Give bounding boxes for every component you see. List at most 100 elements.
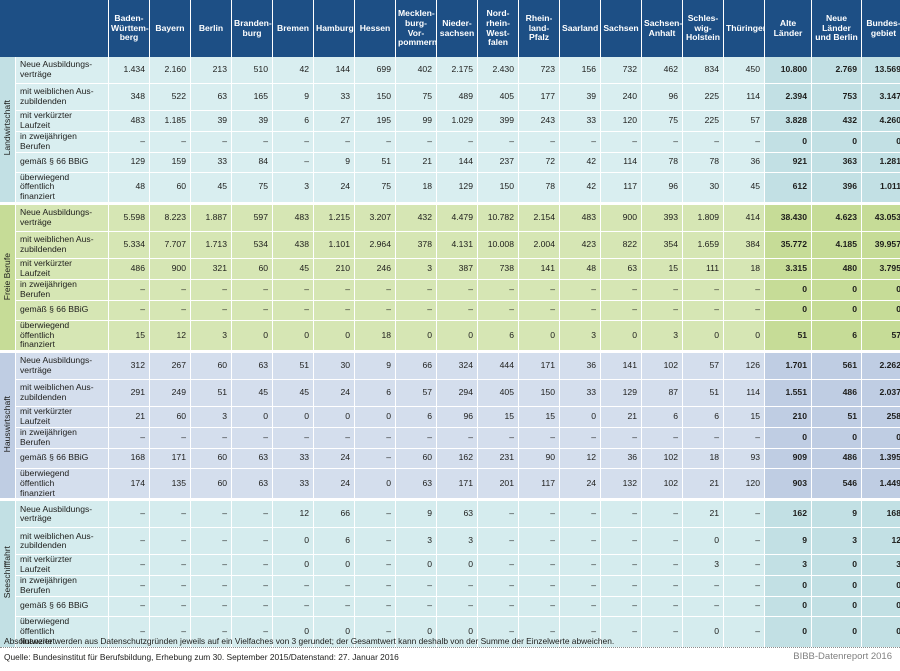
table-cell: 0: [812, 596, 862, 617]
table-cell: 1.185: [150, 111, 191, 132]
table-cell: 13.569: [862, 57, 900, 84]
table-cell: 33: [191, 152, 232, 173]
table-row: mit weiblichen Aus- zubildenden 348 522 63 1…: [0, 84, 900, 111]
table-cell: –: [109, 616, 150, 648]
table-cell: 42: [560, 152, 601, 173]
table-cell: 0: [601, 320, 642, 352]
table-cell: –: [601, 499, 642, 529]
table-cell: –: [150, 576, 191, 597]
table-cell: 21: [396, 152, 437, 173]
table-cell: 312: [109, 351, 150, 381]
table-cell: 33: [560, 111, 601, 132]
table-cell: –: [191, 499, 232, 529]
table-cell: 78: [519, 172, 560, 204]
table-cell: 834: [683, 57, 724, 84]
table-cell: –: [355, 448, 396, 469]
table-cell: 39: [232, 111, 273, 132]
table-cell: 1.281: [862, 152, 900, 173]
table-cell: 51: [273, 351, 314, 381]
table-cell: 738: [478, 259, 519, 280]
table-cell: 18: [396, 172, 437, 204]
row-label: Neue Ausbildungs- verträge: [16, 203, 109, 233]
table-cell: 822: [601, 232, 642, 260]
table-cell: –: [109, 279, 150, 301]
table-cell: –: [150, 555, 191, 577]
table-cell: 0: [355, 468, 396, 500]
table-cell: 267: [150, 351, 191, 381]
section-label-text: Hauswirtschaft: [1, 396, 12, 453]
table-cell: 0: [862, 616, 900, 648]
table-cell: –: [273, 152, 314, 173]
table-cell: 291: [109, 380, 150, 408]
table-cell: –: [109, 596, 150, 617]
table-cell: 3: [642, 320, 683, 352]
column-header: Mecklen- burg-Vor- pommern: [396, 0, 437, 57]
table-cell: 35.772: [765, 232, 812, 260]
table-cell: 0: [273, 320, 314, 352]
table-cell: 24: [314, 172, 355, 204]
row-label: Neue Ausbildungs- verträge: [16, 351, 109, 381]
table-cell: –: [150, 300, 191, 321]
table-cell: –: [273, 428, 314, 449]
table-cell: 0: [355, 407, 396, 428]
table-cell: 2.154: [519, 203, 560, 233]
table-cell: 60: [150, 172, 191, 204]
column-header: Baden- Württem- berg: [109, 0, 150, 57]
table-cell: 1.434: [109, 57, 150, 84]
table-row: in zweijährigen Berufen – – – – – – – – – – – – – – – –0…: [0, 428, 900, 449]
table-cell: 12: [273, 499, 314, 529]
table-row: mit weiblichen Aus- zubildenden – – – –0 6–3 3…: [0, 528, 900, 556]
table-cell: 0: [396, 320, 437, 352]
table-cell: 165: [232, 84, 273, 111]
table-cell: 171: [519, 351, 560, 381]
table-cell: 9: [812, 499, 862, 529]
table-cell: 129: [109, 152, 150, 173]
source-note: Quelle: Bundesinstitut für Berufsbildung…: [4, 652, 399, 662]
table-cell: 57: [396, 380, 437, 408]
table-cell: –: [683, 596, 724, 617]
row-label: mit verkürzter Laufzeit: [16, 555, 109, 577]
table-cell: –: [355, 555, 396, 577]
table-cell: 75: [232, 172, 273, 204]
table-cell: 9: [355, 351, 396, 381]
table-cell: 393: [642, 203, 683, 233]
table-cell: –: [273, 596, 314, 617]
table-cell: –: [109, 576, 150, 597]
table-cell: 4.479: [437, 203, 478, 233]
table-cell: –: [355, 616, 396, 648]
table-cell: 96: [642, 172, 683, 204]
table-cell: –: [109, 555, 150, 577]
table-cell: 159: [150, 152, 191, 173]
table-cell: 6: [273, 111, 314, 132]
table-cell: 0: [862, 300, 900, 321]
section-label: Freie Berufe: [0, 203, 16, 352]
table-cell: 78: [642, 152, 683, 173]
table-cell: 0: [724, 320, 765, 352]
table-cell: 60: [150, 407, 191, 428]
table-cell: 462: [642, 57, 683, 84]
table-cell: 3: [437, 528, 478, 556]
table-cell: –: [478, 300, 519, 321]
table-cell: 30: [314, 351, 355, 381]
table-cell: 0: [765, 576, 812, 597]
table-cell: 150: [355, 84, 396, 111]
table-cell: 258: [862, 407, 900, 428]
table-header: Baden- Württem- berg Bayern Berlin Branden-…: [0, 0, 900, 57]
column-header: Hamburg: [314, 0, 355, 57]
table-cell: –: [642, 279, 683, 301]
table-cell: –: [437, 576, 478, 597]
table-cell: –: [478, 528, 519, 556]
table-cell: 1.215: [314, 203, 355, 233]
table-cell: 12: [862, 528, 900, 556]
table-cell: 0: [314, 616, 355, 648]
table-cell: 450: [724, 57, 765, 84]
table-cell: 63: [232, 448, 273, 469]
table-cell: 546: [812, 468, 862, 500]
table-cell: –: [724, 131, 765, 153]
table-cell: 60: [191, 448, 232, 469]
column-header: Saarland: [560, 0, 601, 57]
table-cell: –: [396, 428, 437, 449]
table-cell: 36: [724, 152, 765, 173]
table-cell: 2.964: [355, 232, 396, 260]
table-cell: 0: [683, 528, 724, 556]
